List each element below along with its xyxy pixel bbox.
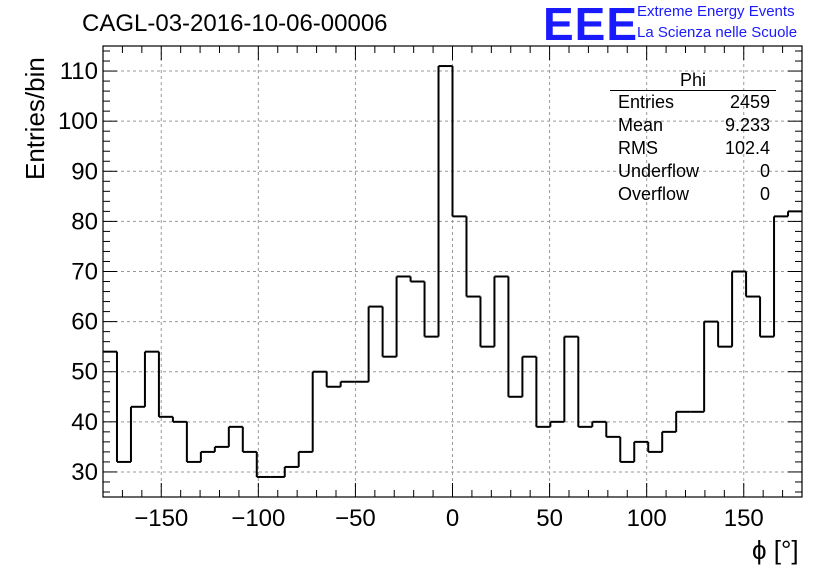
stats-row-rms: RMS 102.4 (610, 137, 776, 160)
histogram-series (103, 65, 802, 478)
chart-title: CAGL-03-2016-10-06-00006 (82, 10, 388, 37)
y-tick-label: 80 (71, 208, 98, 235)
stats-row-underflow: Underflow 0 (610, 160, 776, 183)
stats-value: 2459 (729, 92, 770, 112)
y-tick-label: 60 (71, 309, 98, 336)
x-tick-label: −100 (231, 505, 285, 532)
stats-title: Phi (610, 70, 776, 91)
stats-row-entries: Entries 2459 (610, 91, 776, 114)
x-tick-label: −50 (335, 505, 376, 532)
stats-value: 0 (759, 184, 770, 204)
y-tick-label: 40 (71, 409, 98, 436)
y-tick-label: 110 (60, 58, 98, 85)
plot-frame (102, 45, 803, 498)
y-axis-label: Entries/bin (20, 57, 50, 180)
eee-logo: EEE (543, 0, 639, 50)
x-tick-label: −150 (134, 505, 188, 532)
stats-value: 0 (759, 161, 770, 181)
y-tick-label: 50 (71, 359, 98, 386)
stats-value: 9.233 (724, 115, 770, 135)
stats-box: Phi Entries 2459 Mean 9.233 RMS 102.4 Un… (610, 70, 776, 206)
logo-line-1: Extreme Energy Events (637, 3, 795, 20)
y-tick-label: 100 (58, 108, 98, 135)
stats-label: Entries (618, 92, 675, 112)
x-tick-label: 150 (724, 505, 764, 532)
x-tick-label: 0 (446, 505, 459, 532)
stats-label: Mean (618, 115, 664, 135)
stats-label: RMS (618, 138, 658, 158)
x-tick-label: 100 (627, 505, 667, 532)
stats-label: Overflow (618, 184, 690, 204)
stats-row-mean: Mean 9.233 (610, 114, 776, 137)
stats-value: 102.4 (724, 138, 770, 158)
y-tick-label: 90 (71, 158, 98, 185)
x-axis-label: ϕ [°] (752, 535, 799, 565)
y-tick-label: 70 (71, 259, 98, 286)
stats-row-overflow: Overflow 0 (610, 183, 776, 206)
stats-label: Underflow (618, 161, 700, 181)
logo-line-2: La Scienza nelle Scuole (637, 24, 798, 41)
y-tick-label: 30 (71, 459, 98, 486)
x-tick-label: 50 (536, 505, 563, 532)
